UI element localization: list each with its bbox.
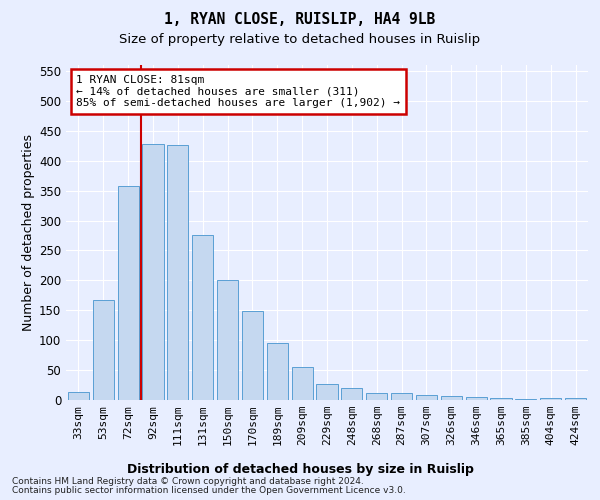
Bar: [366, 394, 387, 400]
Bar: [118, 186, 139, 400]
Bar: [93, 300, 114, 400]
Bar: [192, 236, 213, 400]
Text: Distribution of detached houses by size in Ruislip: Distribution of detached houses by size …: [127, 462, 473, 475]
Text: 1 RYAN CLOSE: 81sqm
← 14% of detached houses are smaller (311)
85% of semi-detac: 1 RYAN CLOSE: 81sqm ← 14% of detached ho…: [76, 75, 400, 108]
Bar: [292, 367, 313, 400]
Bar: [217, 280, 238, 400]
Bar: [316, 384, 338, 400]
Bar: [267, 342, 288, 400]
Text: Contains public sector information licensed under the Open Government Licence v3: Contains public sector information licen…: [12, 486, 406, 495]
Bar: [441, 396, 462, 400]
Text: Size of property relative to detached houses in Ruislip: Size of property relative to detached ho…: [119, 32, 481, 46]
Text: 1, RYAN CLOSE, RUISLIP, HA4 9LB: 1, RYAN CLOSE, RUISLIP, HA4 9LB: [164, 12, 436, 28]
Bar: [466, 397, 487, 400]
Bar: [416, 395, 437, 400]
Bar: [341, 388, 362, 400]
Bar: [68, 392, 89, 400]
Bar: [167, 145, 188, 400]
Bar: [540, 398, 561, 400]
Bar: [565, 398, 586, 400]
Bar: [490, 398, 512, 400]
Bar: [391, 394, 412, 400]
Bar: [142, 144, 164, 400]
Y-axis label: Number of detached properties: Number of detached properties: [22, 134, 35, 331]
Bar: [242, 312, 263, 400]
Text: Contains HM Land Registry data © Crown copyright and database right 2024.: Contains HM Land Registry data © Crown c…: [12, 477, 364, 486]
